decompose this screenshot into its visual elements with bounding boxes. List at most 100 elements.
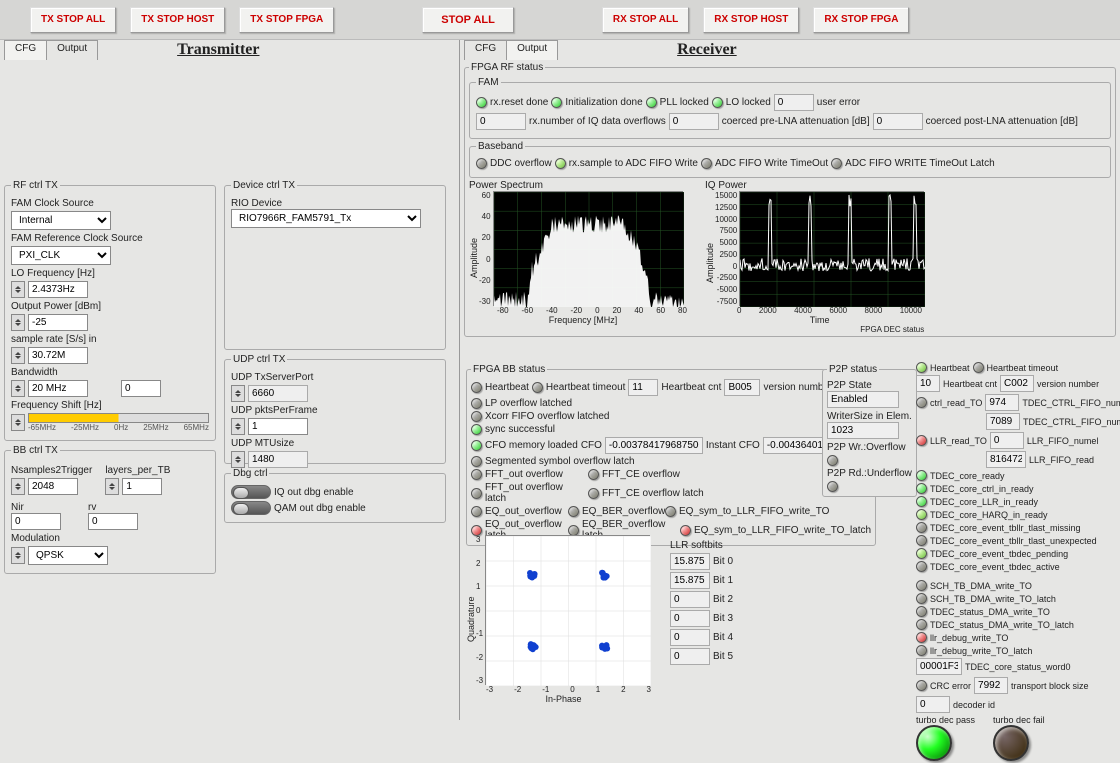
lo-freq-input[interactable] xyxy=(28,281,88,298)
udp-ppf-input[interactable] xyxy=(248,418,308,435)
out-power-spinner[interactable] xyxy=(11,314,25,331)
mod-select[interactable]: QPSK xyxy=(28,546,108,565)
udp-port-spinner[interactable] xyxy=(231,385,245,402)
tx-title: Transmitter xyxy=(177,41,259,59)
ctrl-read-l1: TDEC_CTRL_FIFO_num_el xyxy=(1022,398,1120,408)
tx-stop-all-button[interactable]: TX STOP ALL xyxy=(30,7,116,33)
udp-mtu-input[interactable] xyxy=(248,451,308,468)
p2p-rd-led xyxy=(827,481,838,492)
llrd2-label: llr_debug_write_TO_latch xyxy=(930,646,1032,656)
tdec1-label: TDEC_status_DMA_write_TO xyxy=(930,607,1050,617)
udp-port-input[interactable] xyxy=(248,385,308,402)
crc-label: CRC error xyxy=(930,681,971,691)
udp-mtu-spinner[interactable] xyxy=(231,451,245,468)
llr-read-v1 xyxy=(990,432,1024,449)
nsamp-input[interactable] xyxy=(28,478,78,495)
instant-cfo-label: Instant CFO xyxy=(706,440,760,451)
dec-flag-led xyxy=(916,483,927,494)
hb-label: Heartbeat xyxy=(485,382,529,393)
dec-flag-label: TDEC_core_event_tbdec_pending xyxy=(930,549,1068,559)
fam-ref-clock-label: FAM Reference Clock Source xyxy=(11,233,209,244)
user-error-value xyxy=(774,94,814,111)
status-word-l: TDEC_core_status_word0 xyxy=(965,662,1071,672)
fam-legend: FAM xyxy=(476,77,501,88)
rx-tab-output[interactable]: Output xyxy=(506,40,558,60)
rx-stop-fpga-button[interactable]: RX STOP FPGA xyxy=(813,7,909,33)
dec-flag-led xyxy=(916,561,927,572)
ctrl-read-l2: TDEC_CTRL_FIFO_num_read xyxy=(1023,417,1120,427)
tx-tab-output[interactable]: Output xyxy=(46,40,98,60)
p2p-state-label: P2P State xyxy=(827,380,912,391)
bandwidth-spinner[interactable] xyxy=(11,380,25,397)
tx-tab-cfg[interactable]: CFG xyxy=(4,40,47,60)
dec-flag-led xyxy=(916,496,927,507)
hb-cnt-value xyxy=(724,379,760,396)
freq-shift-box[interactable] xyxy=(121,380,161,397)
hb-cnt-label: Heartbeat cnt xyxy=(661,382,721,393)
bandwidth-input[interactable] xyxy=(28,380,88,397)
p2p-wr-label: P2P Wr.:Overflow xyxy=(827,442,906,453)
turbo-pass-label: turbo dec pass xyxy=(916,715,975,725)
tx-stop-fpga-button[interactable]: TX STOP FPGA xyxy=(239,7,334,33)
tx-stop-host-button[interactable]: TX STOP HOST xyxy=(130,7,225,33)
fft-ce-l-led xyxy=(588,488,599,499)
rx-stop-host-button[interactable]: RX STOP HOST xyxy=(703,7,799,33)
bb-ctrl-tx-legend: BB ctrl TX xyxy=(11,445,60,456)
llr-bit-value xyxy=(670,572,710,589)
udp-ppf-spinner[interactable] xyxy=(231,418,245,435)
p2p-writer-label: WriterSize in Elem. xyxy=(827,411,912,422)
dec-flag-led xyxy=(916,548,927,559)
adc-to-label: ADC FIFO Write TimeOut xyxy=(715,158,828,169)
llr-read-led xyxy=(916,435,927,446)
cfo-label: CFO xyxy=(581,440,602,451)
sch2-led xyxy=(916,593,927,604)
power-spectrum-chart xyxy=(493,191,683,306)
freq-shift-slider[interactable] xyxy=(28,413,209,423)
init-led xyxy=(551,97,562,108)
layers-input[interactable] xyxy=(122,478,162,495)
lo-freq-spinner[interactable] xyxy=(11,281,25,298)
sync-label: sync successful xyxy=(485,424,555,435)
fam-ref-clock-select[interactable]: PXI_CLK xyxy=(11,246,111,265)
rv-input[interactable] xyxy=(88,513,138,530)
llrd1-label: llr_debug_write_TO xyxy=(930,633,1008,643)
dec-flag-label: TDEC_core_ready xyxy=(930,471,1005,481)
udp-port-label: UDP TxServerPort xyxy=(231,372,439,383)
out-power-label: Output Power [dBm] xyxy=(11,301,209,312)
p2p-writer-value xyxy=(827,422,899,439)
nsamp-label: Nsamples2Trigger xyxy=(11,465,92,476)
fam-clock-src-select[interactable]: Internal xyxy=(11,211,111,230)
lo-freq-label: LO Frequency [Hz] xyxy=(11,268,209,279)
iq-dbg-toggle[interactable] xyxy=(231,485,271,499)
cfo-value xyxy=(605,437,703,454)
rio-device-select[interactable]: RIO7966R_FAM5791_Tx xyxy=(231,209,421,228)
sample-rate-spinner[interactable] xyxy=(11,347,25,364)
qam-dbg-toggle[interactable] xyxy=(231,501,271,515)
llr-read-v2 xyxy=(986,451,1026,468)
nir-input[interactable] xyxy=(11,513,61,530)
dec-hb-led xyxy=(916,362,927,373)
mod-spinner[interactable] xyxy=(11,547,25,564)
sample-rate-input[interactable] xyxy=(28,347,88,364)
stop-all-button[interactable]: STOP ALL xyxy=(422,7,514,33)
fft-ce-led xyxy=(588,469,599,480)
hb-led xyxy=(471,382,482,393)
freq-shift-spinner[interactable] xyxy=(11,414,25,431)
out-power-input[interactable] xyxy=(28,314,88,331)
eq-ber-led xyxy=(568,506,579,517)
hb-to-label: Heartbeat timeout xyxy=(546,382,626,393)
iq-overflow-label: rx.number of IQ data overflows xyxy=(529,116,666,127)
nsamp-spinner[interactable] xyxy=(11,478,25,495)
llr-bit-value xyxy=(670,591,710,608)
layers-spinner[interactable] xyxy=(105,478,119,495)
rx-tab-cfg[interactable]: CFG xyxy=(464,40,507,60)
dec-flag-label: TDEC_core_HARQ_in_ready xyxy=(930,510,1048,520)
xcorr-led xyxy=(471,411,482,422)
seg-label: Segmented symbol overflow latch xyxy=(485,456,635,467)
rx-reset-label: rx.reset done xyxy=(490,97,548,108)
eq-out-led xyxy=(471,506,482,517)
rx-stop-all-button[interactable]: RX STOP ALL xyxy=(602,7,689,33)
mod-label: Modulation xyxy=(11,533,209,544)
eq-sym-label: EQ_sym_to_LLR_FIFO_write_TO xyxy=(679,506,829,517)
ctrl-read-v1 xyxy=(985,394,1019,411)
